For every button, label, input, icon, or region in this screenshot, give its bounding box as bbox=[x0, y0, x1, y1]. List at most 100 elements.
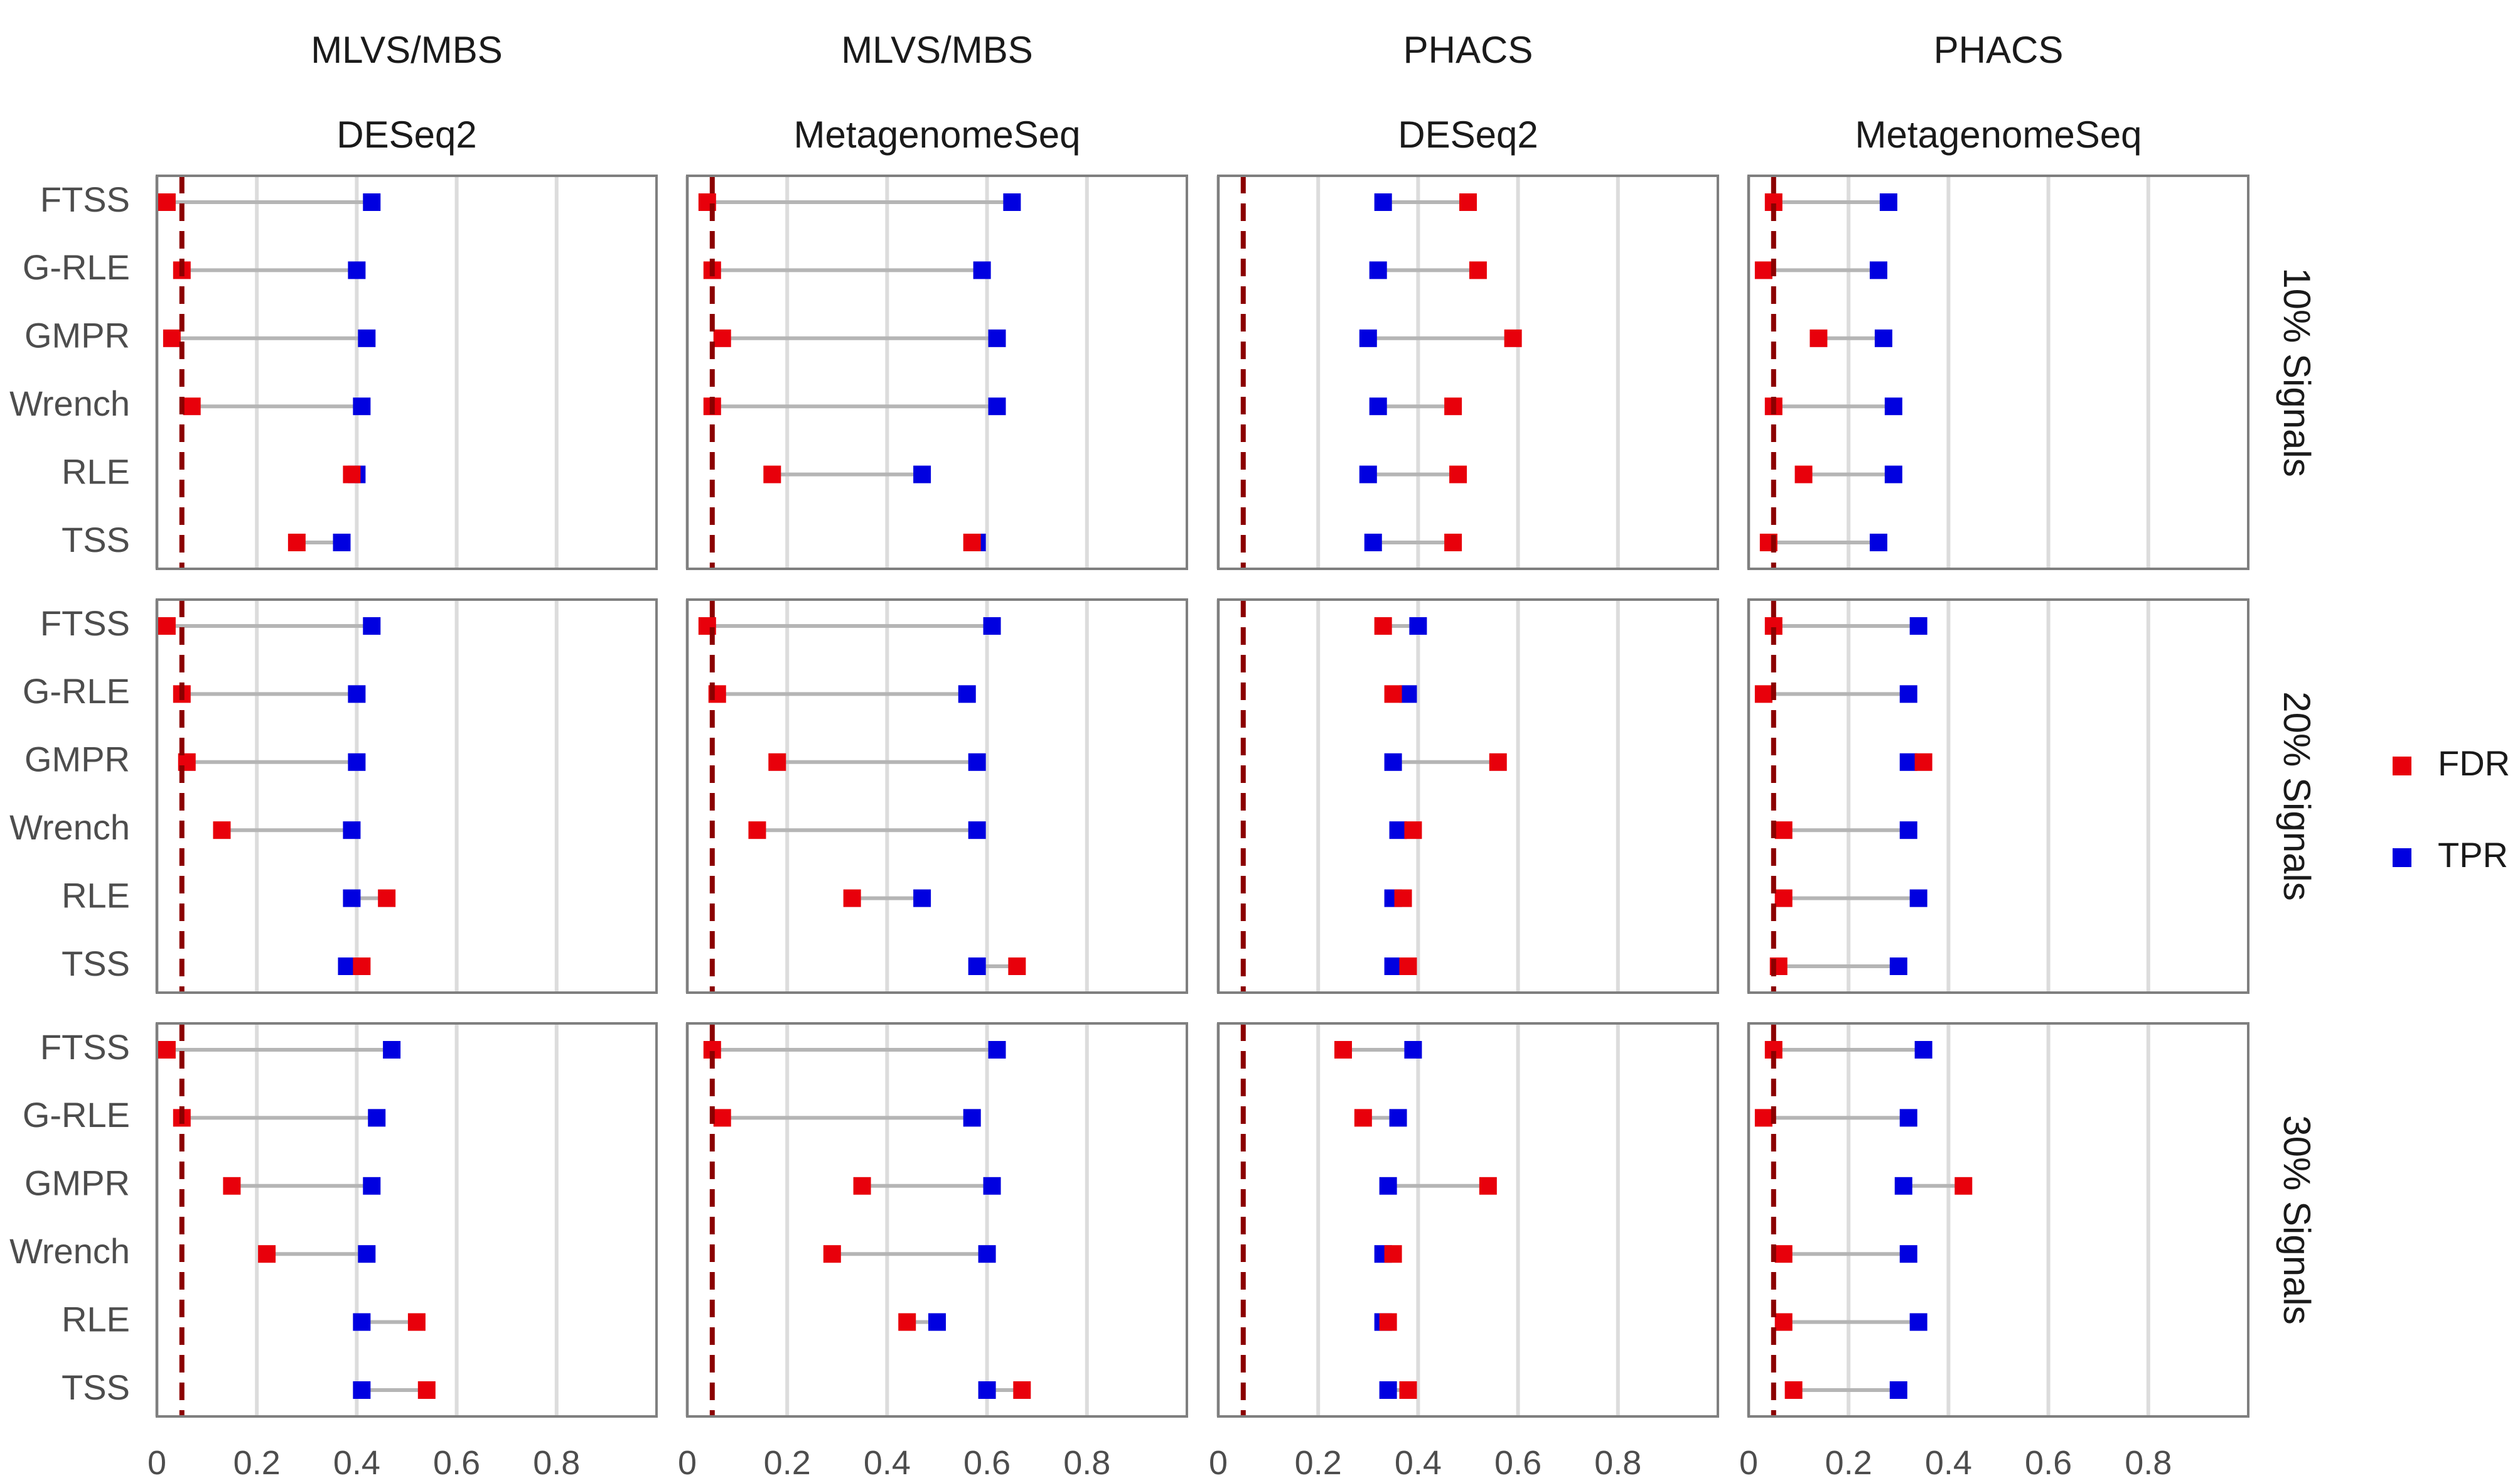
fdr-point bbox=[1013, 1381, 1031, 1399]
row-header-label: 30% Signals bbox=[2276, 1115, 2318, 1325]
y-tick-label: G-RLE bbox=[23, 1095, 130, 1135]
fdr-point bbox=[1489, 753, 1507, 771]
fdr-point bbox=[183, 397, 201, 416]
fdr-point bbox=[287, 534, 306, 551]
fdr-point bbox=[1754, 685, 1772, 703]
y-tick-label: GMPR bbox=[24, 740, 130, 779]
x-tick-label: 0.4 bbox=[333, 1444, 380, 1482]
tpr-point bbox=[1909, 889, 1928, 907]
tpr-point bbox=[1389, 821, 1407, 839]
panel-border bbox=[156, 1022, 658, 1418]
tpr-point bbox=[1889, 1381, 1907, 1399]
tpr-point bbox=[1874, 329, 1892, 347]
column-header-dataset: MLVS/MBS bbox=[311, 29, 503, 71]
fdr-point bbox=[213, 821, 231, 839]
y-tick-label: GMPR bbox=[24, 316, 130, 355]
tpr-point bbox=[1899, 753, 1917, 771]
legend-fdr-swatch bbox=[2393, 757, 2411, 775]
fdr-point bbox=[1449, 465, 1467, 483]
x-tick-label: 0.8 bbox=[533, 1444, 580, 1482]
x-tick-label: 0.2 bbox=[1295, 1444, 1342, 1482]
y-tick-label: TSS bbox=[62, 944, 130, 983]
x-tick-label: 0.6 bbox=[433, 1444, 480, 1482]
x-tick-label: 0.8 bbox=[1594, 1444, 1641, 1482]
y-tick-label: GMPR bbox=[24, 1163, 130, 1203]
fdr-point bbox=[1379, 1313, 1397, 1331]
fdr-point bbox=[407, 1313, 426, 1331]
tpr-point bbox=[348, 685, 366, 703]
fdr-point bbox=[1810, 329, 1828, 347]
y-tick-label: Wrench bbox=[9, 807, 130, 847]
fdr-point bbox=[343, 465, 361, 483]
panel-border bbox=[1217, 598, 1719, 994]
row-header-label: 20% Signals bbox=[2276, 691, 2318, 901]
tpr-point bbox=[1379, 1381, 1397, 1399]
fdr-point bbox=[417, 1381, 436, 1399]
fdr-point bbox=[1384, 1245, 1402, 1263]
fdr-point bbox=[158, 617, 176, 635]
tpr-point bbox=[913, 465, 931, 483]
tpr-point bbox=[1899, 685, 1917, 703]
tpr-point bbox=[1369, 397, 1387, 416]
tpr-point bbox=[343, 821, 361, 839]
fdr-point bbox=[1774, 889, 1793, 907]
tpr-point bbox=[1384, 957, 1402, 975]
x-tick-label: 0.4 bbox=[864, 1444, 911, 1482]
fdr-point bbox=[1504, 329, 1522, 347]
x-tick-label: 0.2 bbox=[233, 1444, 281, 1482]
fdr-point bbox=[963, 534, 981, 551]
fdr-point bbox=[1374, 617, 1392, 635]
fdr-point bbox=[1754, 1109, 1772, 1127]
x-tick-label: 0.6 bbox=[963, 1444, 1011, 1482]
tpr-point bbox=[968, 957, 986, 975]
y-tick-label: RLE bbox=[62, 875, 130, 915]
tpr-point bbox=[333, 534, 351, 551]
tpr-point bbox=[968, 821, 986, 839]
y-tick-label: Wrench bbox=[9, 384, 130, 423]
tpr-point bbox=[983, 617, 1001, 635]
tpr-point bbox=[1884, 465, 1902, 483]
panel-border bbox=[156, 175, 658, 570]
tpr-point bbox=[1889, 957, 1907, 975]
fdr-point bbox=[1774, 1313, 1793, 1331]
x-tick-label: 0 bbox=[1209, 1444, 1228, 1482]
tpr-point bbox=[353, 1381, 371, 1399]
fdr-point bbox=[378, 889, 396, 907]
fdr-point bbox=[223, 1177, 241, 1195]
tpr-point bbox=[973, 261, 991, 279]
panel-border bbox=[686, 175, 1188, 570]
fdr-point bbox=[1754, 261, 1772, 279]
fdr-point bbox=[1404, 821, 1422, 839]
fdr-point bbox=[1444, 534, 1462, 551]
tpr-point bbox=[988, 1041, 1006, 1059]
tpr-point bbox=[343, 889, 361, 907]
tpr-point bbox=[1404, 1041, 1422, 1059]
panel-border bbox=[1217, 1022, 1719, 1418]
fdr-point bbox=[1954, 1177, 1973, 1195]
tpr-point bbox=[1899, 1245, 1917, 1263]
fdr-point bbox=[1399, 1381, 1417, 1399]
tpr-point bbox=[1879, 193, 1897, 211]
column-header-method: DESeq2 bbox=[1398, 114, 1538, 156]
tpr-point bbox=[353, 1313, 371, 1331]
tpr-point bbox=[968, 753, 986, 771]
tpr-point bbox=[363, 193, 381, 211]
tpr-point bbox=[963, 1109, 981, 1127]
tpr-point bbox=[1869, 261, 1887, 279]
fdr-point bbox=[713, 1109, 731, 1127]
tpr-point bbox=[983, 1177, 1001, 1195]
fdr-point bbox=[713, 329, 731, 347]
tpr-point bbox=[1409, 617, 1427, 635]
x-tick-label: 0.6 bbox=[2025, 1444, 2072, 1482]
y-tick-label: FTSS bbox=[40, 180, 130, 219]
tpr-point bbox=[1369, 261, 1387, 279]
fdr-point bbox=[763, 465, 781, 483]
tpr-point bbox=[1914, 1041, 1933, 1059]
x-tick-label: 0.4 bbox=[1395, 1444, 1442, 1482]
tpr-point bbox=[1384, 753, 1402, 771]
y-tick-label: RLE bbox=[62, 1299, 130, 1339]
tpr-point bbox=[1359, 465, 1377, 483]
fdr-point bbox=[1479, 1177, 1497, 1195]
x-tick-label: 0.8 bbox=[1063, 1444, 1110, 1482]
x-tick-label: 0.6 bbox=[1494, 1444, 1541, 1482]
